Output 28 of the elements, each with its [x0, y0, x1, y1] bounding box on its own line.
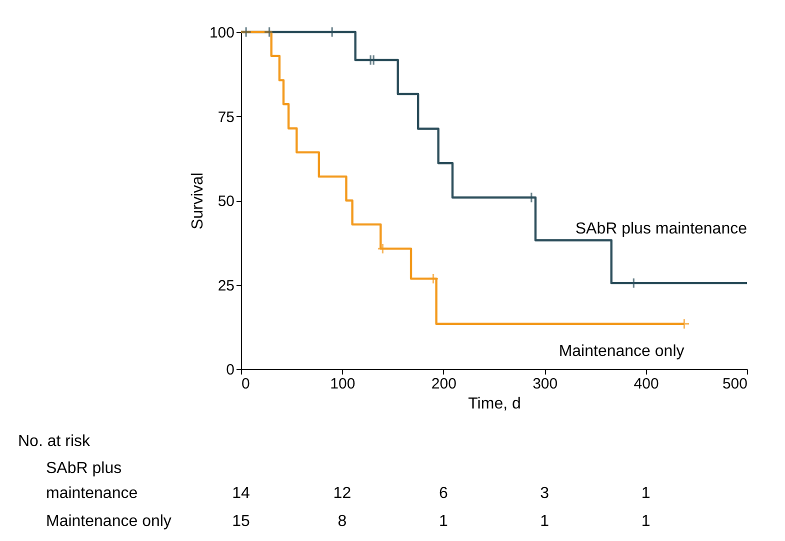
y-tick-label: 75: [218, 108, 234, 126]
series-label: Maintenance only: [558, 342, 684, 360]
y-tick-label: 100: [209, 24, 234, 42]
x-tick-label: 300: [532, 376, 558, 392]
x-tick-label: 200: [431, 376, 456, 392]
y-axis-title: Survival: [189, 172, 206, 230]
series-label: SAbR plus maintenance: [575, 220, 748, 238]
text: SAbR plus maintenance: [46, 460, 138, 502]
x-tick-label: 500: [722, 376, 748, 392]
text: 1: [641, 513, 650, 530]
text: 15: [232, 513, 250, 530]
text: Maintenance only: [46, 513, 172, 530]
y-tick-label: 0: [226, 362, 234, 378]
text: 14: [232, 485, 250, 502]
text: No. at risk: [18, 433, 92, 450]
x-tick-label: 100: [330, 376, 356, 392]
text: 6: [438, 485, 448, 502]
text: 12: [333, 485, 352, 502]
y-tick-label: 25: [218, 277, 234, 294]
y-tick-label: 50: [218, 193, 234, 210]
text: 3: [540, 485, 550, 502]
text: 1: [540, 513, 550, 530]
text: 1: [641, 485, 650, 502]
text: 1: [438, 513, 448, 530]
text: 8: [338, 513, 347, 530]
x-tick-label: 400: [634, 376, 659, 392]
x-tick-label: 0: [242, 376, 250, 392]
x-axis-title: Time, d: [468, 396, 521, 412]
